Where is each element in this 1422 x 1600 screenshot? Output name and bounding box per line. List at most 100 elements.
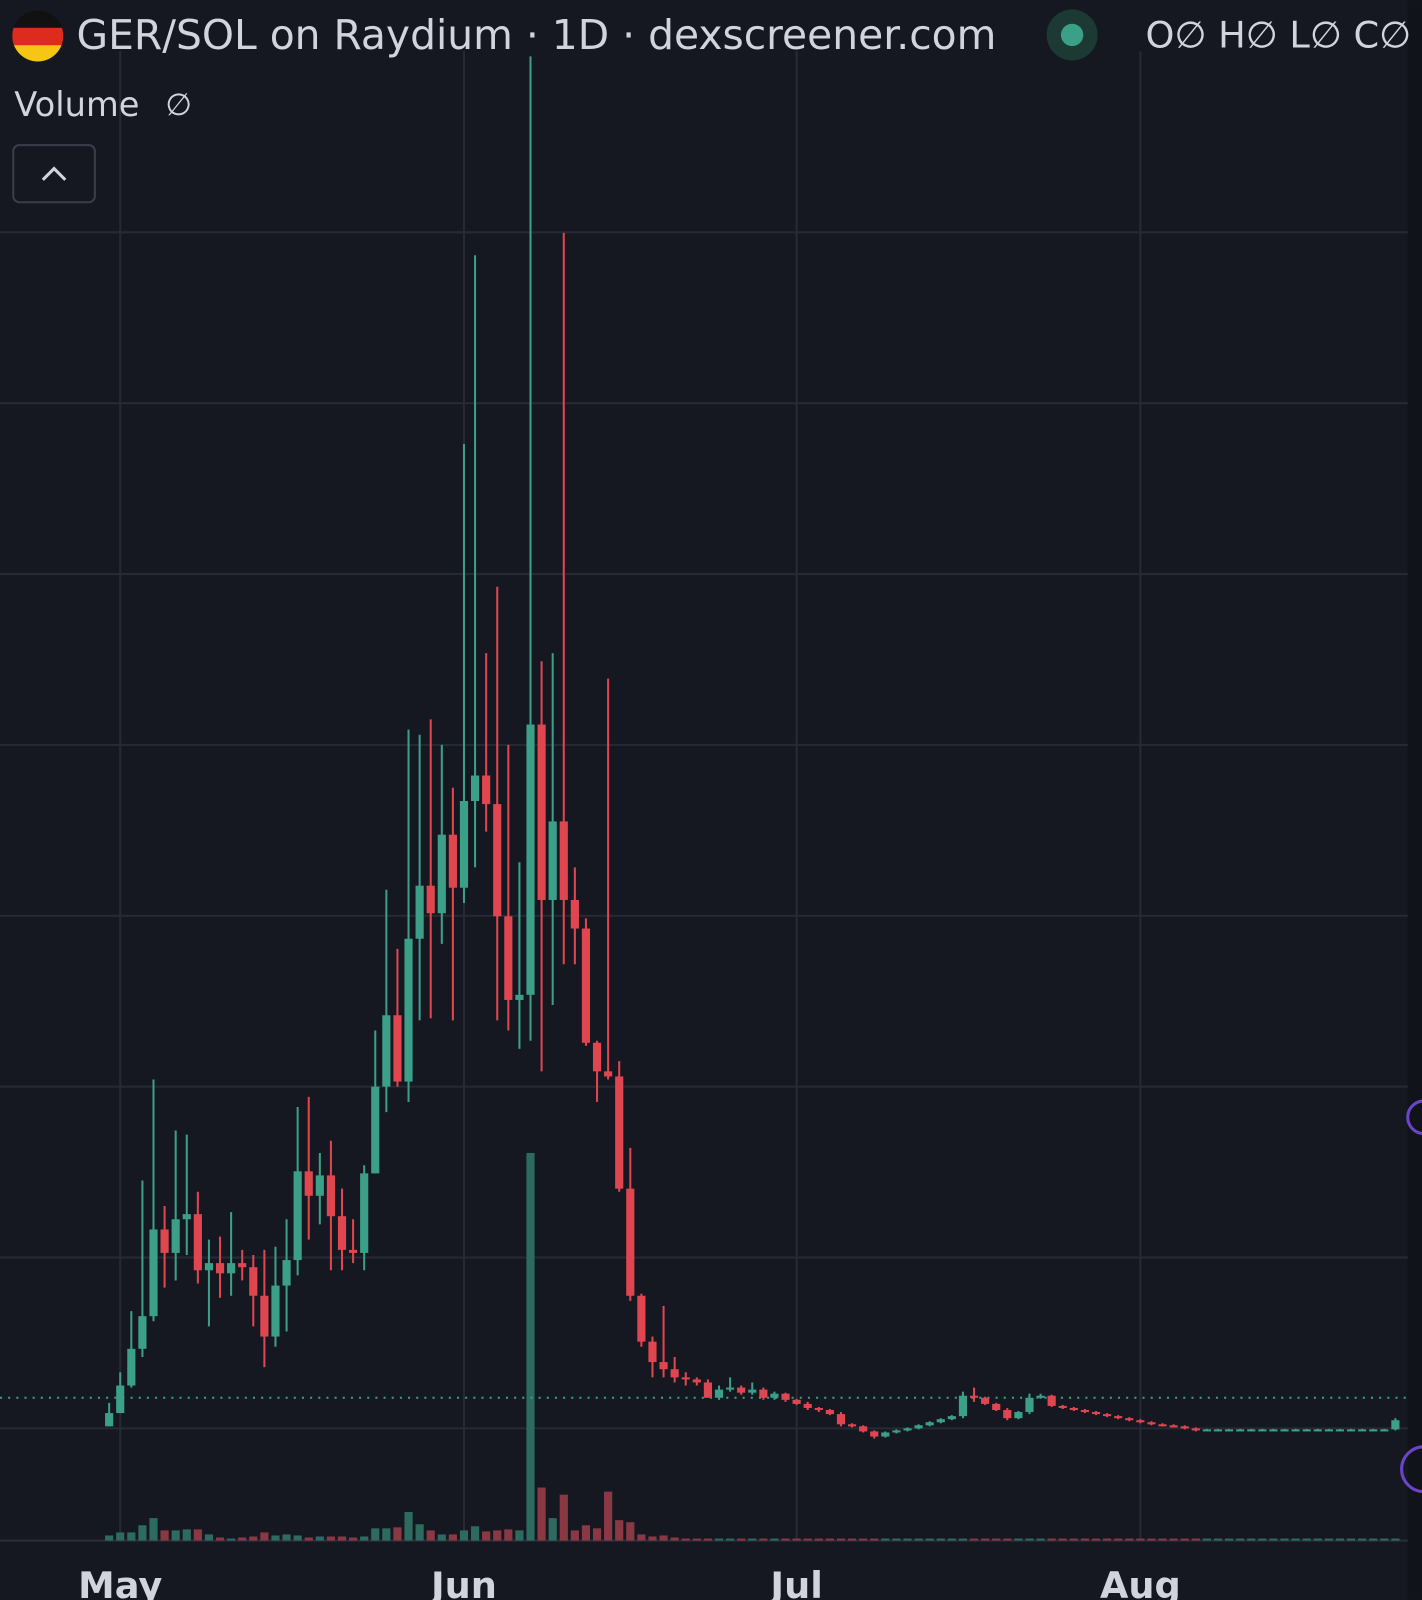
volume-bar	[459, 1530, 469, 1541]
volume-bar	[271, 1535, 280, 1541]
collapse-button[interactable]	[12, 144, 96, 204]
volume-bar	[193, 1529, 202, 1541]
volume-bar	[1202, 1538, 1211, 1541]
candle-body	[1324, 1429, 1333, 1432]
candle-body	[1380, 1429, 1389, 1432]
status-dot	[1060, 23, 1084, 47]
volume-bar	[1136, 1538, 1145, 1541]
volume-bar	[1335, 1538, 1345, 1541]
volume-bar	[1313, 1538, 1322, 1541]
candle-body	[193, 1214, 202, 1271]
candle-body	[1003, 1410, 1012, 1419]
volume-bar	[1391, 1538, 1400, 1541]
candle-body	[515, 994, 524, 1000]
volume-bar	[116, 1532, 125, 1541]
candle-body	[1358, 1429, 1367, 1432]
candle-body	[559, 821, 568, 900]
volume-bar	[714, 1538, 724, 1541]
candle-body	[470, 775, 480, 802]
volume-bar	[814, 1538, 823, 1541]
indicator-label: Volume	[14, 85, 139, 124]
candle-body	[426, 885, 435, 914]
volume-bar	[1003, 1538, 1012, 1541]
volume-bar	[1036, 1538, 1045, 1541]
volume-bar	[825, 1538, 834, 1541]
volume-bar	[426, 1530, 435, 1541]
volume-bar	[615, 1520, 624, 1541]
volume-bar	[692, 1538, 701, 1541]
volume-bar	[393, 1527, 402, 1541]
volume-bar	[847, 1538, 857, 1541]
volume-bar	[448, 1534, 457, 1541]
volume-bar	[1236, 1538, 1245, 1541]
candle-body	[1247, 1429, 1256, 1432]
volume-bar	[360, 1536, 369, 1541]
volume-bar	[936, 1538, 945, 1541]
volume-bar	[981, 1538, 990, 1541]
candle-body	[648, 1341, 657, 1363]
volume-bar	[437, 1534, 446, 1541]
x-tick-label: Aug	[1100, 1564, 1181, 1600]
volume-bar	[1269, 1538, 1278, 1541]
volume-bar	[493, 1530, 502, 1541]
volume-bar	[1302, 1538, 1311, 1541]
candle-body	[592, 1042, 602, 1072]
candle-body	[404, 938, 413, 1082]
candle-body	[271, 1285, 280, 1337]
volume-bar	[947, 1538, 956, 1541]
volume-bar	[648, 1536, 657, 1541]
x-tick-label: May	[78, 1564, 162, 1600]
candle-body	[825, 1410, 834, 1415]
marks	[0, 56, 1408, 1541]
candle-body	[293, 1171, 302, 1261]
candle-body	[1335, 1429, 1345, 1432]
candle-body	[482, 775, 491, 805]
volume-bar	[1324, 1538, 1333, 1541]
candle-body	[1069, 1407, 1078, 1411]
candle-body	[1236, 1429, 1245, 1432]
candle-body	[1302, 1429, 1311, 1432]
candle-body	[1014, 1412, 1023, 1419]
candle-body	[138, 1316, 147, 1349]
candle-body	[459, 801, 469, 888]
candle-body	[1180, 1426, 1189, 1429]
candle-body	[171, 1219, 180, 1253]
volume-bar	[592, 1528, 602, 1541]
volume-bar	[581, 1525, 591, 1541]
volume-bar	[349, 1537, 358, 1541]
candle-body	[326, 1175, 335, 1217]
candle-body	[1047, 1395, 1056, 1406]
volume-bar	[914, 1538, 923, 1541]
volume-bar	[1346, 1538, 1356, 1541]
volume-bar	[570, 1530, 579, 1541]
volume-bar	[504, 1529, 513, 1541]
candle-body	[847, 1424, 857, 1427]
candle-body	[1280, 1429, 1289, 1432]
volume-bar	[1014, 1538, 1023, 1541]
volume-bar	[781, 1538, 790, 1541]
volume-bar	[415, 1524, 424, 1541]
volume-bar	[1213, 1538, 1223, 1541]
volume-bar	[127, 1532, 136, 1541]
candle-body	[1125, 1418, 1134, 1421]
candle-body	[1114, 1416, 1123, 1419]
volume-bar	[770, 1538, 779, 1541]
chevron-icon	[41, 166, 67, 181]
volume-bar	[1247, 1538, 1256, 1541]
volume-bar	[371, 1528, 380, 1541]
candle-body	[127, 1348, 136, 1386]
candle-body	[1169, 1425, 1178, 1428]
volume-bar	[958, 1538, 968, 1541]
volume-bar	[681, 1538, 690, 1541]
volume-bar	[1058, 1538, 1067, 1541]
volume-bar	[526, 1152, 535, 1541]
candle-body	[249, 1267, 258, 1296]
volume-bar	[1358, 1538, 1367, 1541]
candle-body	[726, 1387, 735, 1390]
candle-body	[570, 899, 579, 929]
candle-body	[881, 1432, 890, 1437]
candle-body	[415, 885, 424, 939]
volume-bar	[559, 1494, 568, 1541]
volume-bar	[925, 1538, 934, 1541]
candle-body	[282, 1260, 291, 1286]
